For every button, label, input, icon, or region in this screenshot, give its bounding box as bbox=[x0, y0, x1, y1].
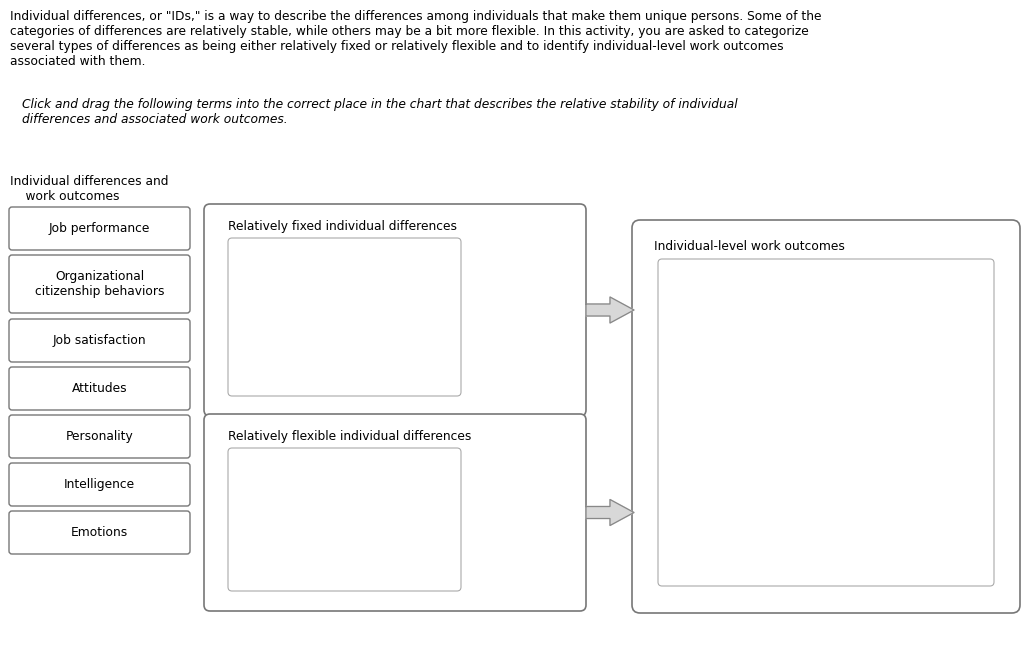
Text: work outcomes: work outcomes bbox=[10, 190, 120, 203]
FancyBboxPatch shape bbox=[9, 367, 190, 410]
Text: Intelligence: Intelligence bbox=[63, 478, 135, 491]
FancyBboxPatch shape bbox=[9, 319, 190, 362]
FancyBboxPatch shape bbox=[9, 207, 190, 250]
Text: Job satisfaction: Job satisfaction bbox=[52, 334, 146, 347]
Text: Organizational
citizenship behaviors: Organizational citizenship behaviors bbox=[35, 270, 164, 298]
FancyBboxPatch shape bbox=[204, 204, 586, 416]
Text: Individual differences and: Individual differences and bbox=[10, 175, 169, 188]
FancyBboxPatch shape bbox=[9, 463, 190, 506]
Text: Emotions: Emotions bbox=[71, 526, 128, 539]
FancyBboxPatch shape bbox=[204, 414, 586, 611]
Text: Click and drag the following terms into the correct place in the chart that desc: Click and drag the following terms into … bbox=[22, 98, 737, 126]
FancyBboxPatch shape bbox=[9, 255, 190, 313]
Polygon shape bbox=[586, 297, 634, 323]
Text: Individual-level work outcomes: Individual-level work outcomes bbox=[654, 240, 845, 253]
Text: Individual differences, or "IDs," is a way to describe the differences among ind: Individual differences, or "IDs," is a w… bbox=[10, 10, 821, 68]
Text: Attitudes: Attitudes bbox=[72, 382, 127, 395]
Text: Job performance: Job performance bbox=[49, 222, 151, 235]
Text: Relatively flexible individual differences: Relatively flexible individual differenc… bbox=[228, 430, 471, 443]
FancyBboxPatch shape bbox=[632, 220, 1020, 613]
Text: Personality: Personality bbox=[66, 430, 133, 443]
FancyBboxPatch shape bbox=[9, 511, 190, 554]
FancyBboxPatch shape bbox=[228, 448, 461, 591]
Polygon shape bbox=[586, 499, 634, 525]
FancyBboxPatch shape bbox=[658, 259, 994, 586]
FancyBboxPatch shape bbox=[228, 238, 461, 396]
Text: Relatively fixed individual differences: Relatively fixed individual differences bbox=[228, 220, 457, 233]
FancyBboxPatch shape bbox=[9, 415, 190, 458]
